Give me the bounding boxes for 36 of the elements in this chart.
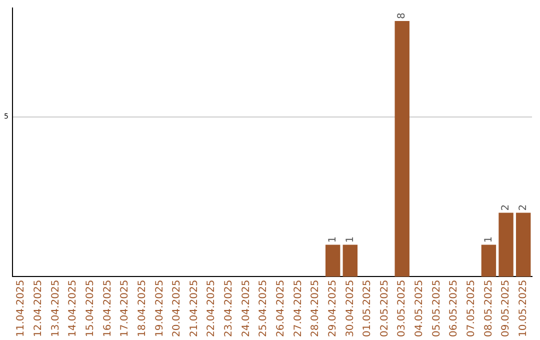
x-tick-label: 11.04.2025 — [16, 280, 27, 338]
x-tick-label: 21.04.2025 — [188, 280, 200, 338]
x-tick-label: 08.05.2025 — [483, 280, 494, 338]
data-label: 1 — [483, 236, 494, 243]
x-tick-label: 06.05.2025 — [448, 280, 460, 338]
x-tick-label: 22.04.2025 — [206, 280, 218, 338]
data-label: 2 — [518, 204, 529, 211]
data-label: 8 — [396, 12, 408, 19]
x-tick-label: 28.04.2025 — [310, 280, 322, 338]
x-tick-label: 07.05.2025 — [466, 280, 477, 338]
x-tick-label: 10.05.2025 — [518, 280, 529, 338]
x-tick-label: 05.05.2025 — [431, 280, 442, 338]
data-label: 1 — [344, 236, 356, 243]
x-tick-label: 23.04.2025 — [224, 280, 235, 338]
x-tick-label: 19.04.2025 — [154, 280, 166, 338]
data-label: 2 — [500, 204, 512, 211]
x-tick-label: 27.04.2025 — [292, 280, 304, 338]
x-tick-label: 18.04.2025 — [136, 280, 148, 338]
x-tick-label: 12.04.2025 — [33, 280, 44, 338]
x-tick-label: 16.04.2025 — [102, 280, 114, 338]
x-tick-label: 04.05.2025 — [414, 280, 426, 338]
x-tick-label: 17.04.2025 — [120, 280, 131, 338]
x-tick-label: 02.05.2025 — [379, 280, 390, 338]
x-tick-label: 26.04.2025 — [275, 280, 286, 338]
x-tick-label: 24.04.2025 — [240, 280, 252, 338]
x-tick-label: 25.04.2025 — [258, 280, 270, 338]
x-tick-label: 15.04.2025 — [84, 280, 96, 338]
x-tick-label: 13.04.2025 — [50, 280, 62, 338]
x-tick-label: 09.05.2025 — [500, 280, 512, 338]
x-tick-label: 01.05.2025 — [362, 280, 374, 338]
x-tick-label: 20.04.2025 — [172, 280, 183, 338]
x-tick-label: 29.04.2025 — [327, 280, 338, 338]
data-label: 1 — [327, 236, 338, 243]
x-tick-label: 03.05.2025 — [396, 280, 408, 338]
x-tick-label: 30.04.2025 — [344, 280, 356, 338]
x-tick-label: 14.04.2025 — [68, 280, 79, 338]
